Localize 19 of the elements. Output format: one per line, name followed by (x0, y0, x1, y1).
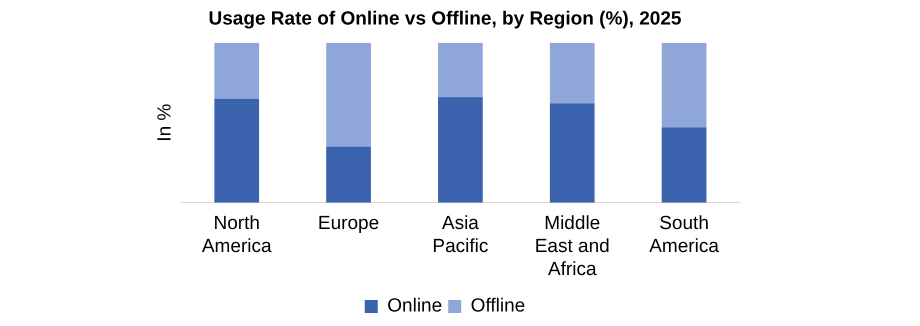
bar (214, 42, 260, 99)
bar (438, 97, 483, 203)
x-tick-label: South America (649, 213, 720, 258)
bar (326, 146, 371, 203)
legend-label: Offline (470, 296, 526, 317)
bar (326, 42, 371, 147)
bar (214, 98, 260, 203)
x-tick-label: Middle East and Africa (534, 213, 610, 280)
x-tick-label: Europe (318, 213, 380, 234)
x-tick-label: North America (202, 213, 272, 258)
bar (662, 42, 706, 128)
legend-label: Online (387, 296, 442, 317)
chart-title: Usage Rate of Online vs Offline, by Region (%), 2025 (208, 8, 682, 30)
y-axis-title: In % (154, 104, 176, 142)
bar (438, 42, 483, 98)
bar (662, 127, 706, 203)
bar (550, 104, 595, 203)
x-tick-label: Asia Pacific (432, 213, 488, 258)
bar (550, 42, 595, 104)
